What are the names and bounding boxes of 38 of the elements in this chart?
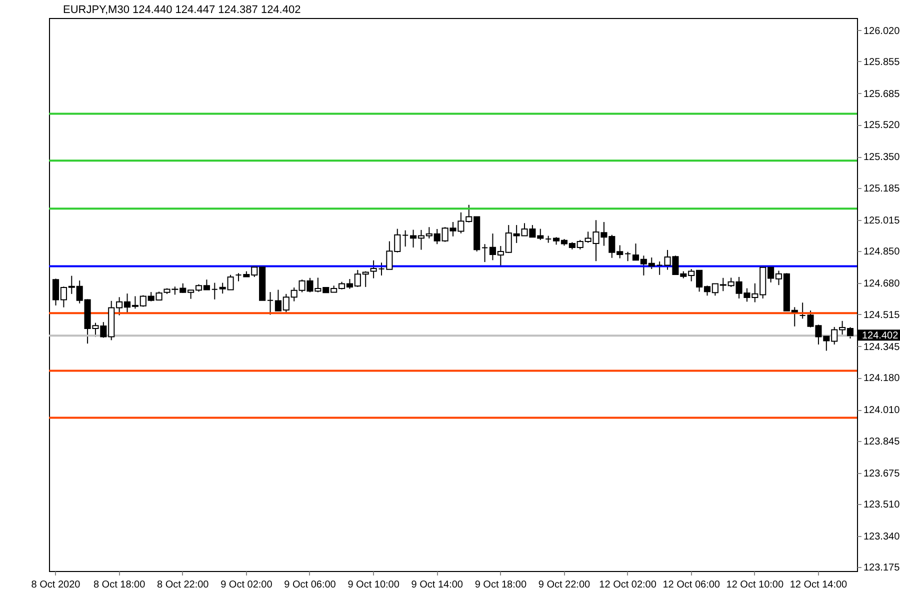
- y-tick-label: 125.855: [864, 56, 900, 68]
- y-tick-label: 124.010: [864, 405, 900, 416]
- y-tick-label: 126.020: [864, 26, 900, 37]
- y-tick-label: 124.850: [864, 246, 900, 258]
- candlestick: [402, 230, 409, 248]
- x-tick-label: 8 Oct 18:00: [93, 580, 146, 590]
- x-tick-label: 8 Oct 2020: [31, 580, 81, 590]
- y-tick-label: 125.350: [864, 152, 900, 164]
- x-tick-label: 9 Oct 10:00: [348, 580, 400, 590]
- chart-title: EURJPY,M30 124.440 124.447 124.387 124.402: [63, 4, 301, 16]
- y-tick-label: 125.685: [864, 88, 900, 100]
- x-tick-label: 12 Oct 14:00: [790, 580, 848, 590]
- y-tick-label: 124.180: [864, 373, 900, 384]
- x-tick-label: 12 Oct 10:00: [726, 580, 784, 590]
- candlestick: [266, 292, 274, 316]
- x-tick-label: 9 Oct 18:00: [474, 580, 527, 590]
- x-tick-label: 12 Oct 02:00: [599, 580, 657, 590]
- y-tick-label: 124.345: [864, 342, 900, 353]
- y-tick-label: 124.515: [864, 310, 900, 321]
- x-tick-label: 12 Oct 06:00: [662, 580, 720, 590]
- y-tick-label: 123.845: [864, 436, 900, 448]
- y-tick-label: 123.510: [864, 500, 900, 510]
- x-tick-label: 9 Oct 06:00: [284, 580, 336, 590]
- y-tick-label: 123.675: [864, 468, 900, 480]
- x-tick-label: 9 Oct 02:00: [220, 580, 273, 590]
- x-tick-label: 9 Oct 14:00: [411, 580, 464, 590]
- y-tick-label: 124.680: [864, 278, 900, 290]
- x-tick-label: 9 Oct 22:00: [538, 580, 591, 590]
- y-tick-label: 125.015: [864, 215, 900, 226]
- x-tick-label: 8 Oct 22:00: [157, 580, 210, 590]
- y-tick-label: 123.340: [864, 532, 900, 543]
- ref-line-label: 124.402: [862, 330, 899, 342]
- y-tick-label: 125.520: [864, 120, 900, 132]
- candlestick: [482, 244, 488, 263]
- candlestick: [624, 251, 632, 262]
- y-tick-label: 123.175: [864, 562, 900, 574]
- y-tick-label: 125.185: [864, 183, 900, 194]
- candlestick: [211, 282, 218, 300]
